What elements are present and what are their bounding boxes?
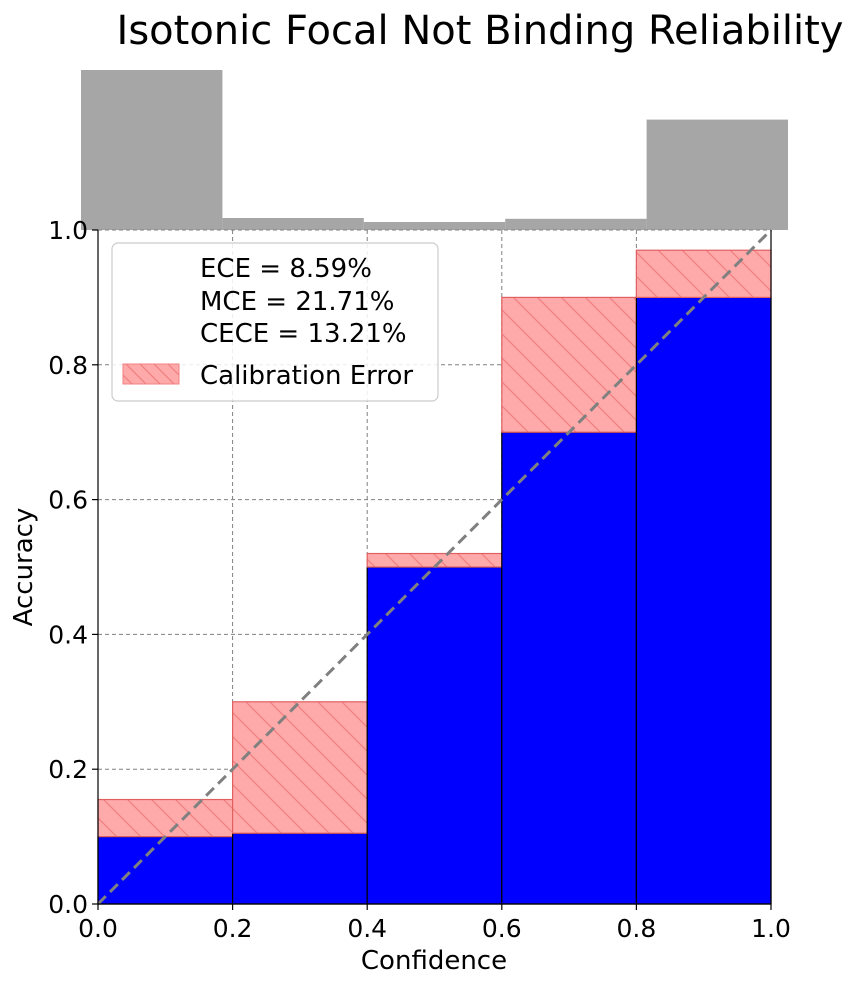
axes — [97, 230, 772, 905]
x-tick-label-0: 0.0 — [78, 914, 118, 943]
histogram-bar-0 — [81, 70, 223, 230]
accuracy-bar-1 — [232, 832, 368, 905]
legend-swatch — [122, 363, 180, 385]
perfect-calibration-line — [96, 228, 773, 906]
legend-mce: MCE = 21.71% — [200, 287, 394, 317]
x-axis-label: Confidence — [361, 946, 507, 976]
accuracy-bar-2 — [366, 566, 503, 905]
x-tick-label-5: 1.0 — [751, 914, 791, 943]
gap-bar-3 — [501, 296, 637, 433]
x-tick-label-3: 0.6 — [482, 914, 522, 943]
x-tick-label-1: 0.2 — [213, 914, 253, 943]
y-tick-label-4: 0.8 — [48, 351, 88, 380]
legend-calibration-error: Calibration Error — [200, 361, 413, 391]
histogram-bar-3 — [505, 218, 647, 230]
accuracy-bar-3 — [501, 431, 637, 905]
accuracy-bar-0 — [97, 835, 234, 905]
accuracy-bar-4 — [635, 296, 772, 905]
y-tick-label-3: 0.6 — [48, 486, 88, 515]
legend-cece: CECE = 13.21% — [200, 319, 407, 349]
x-tick-label-4: 0.8 — [617, 914, 657, 943]
chart-title: Isotonic Focal Not Binding Reliability — [117, 8, 844, 54]
gap-bar-4 — [635, 249, 772, 299]
legend-box — [111, 242, 439, 402]
y-axis-label: Accuracy — [9, 508, 39, 627]
gap-bar-1 — [232, 701, 368, 834]
legend: ECE = 8.59% MCE = 21.71% CECE = 13.21% C… — [111, 242, 439, 402]
legend-ece: ECE = 8.59% — [200, 254, 372, 284]
accuracy-bars — [97, 249, 772, 905]
x-tick-label-2: 0.4 — [347, 914, 387, 943]
y-tick-label-5: 1.0 — [48, 216, 88, 245]
confidence-histogram — [81, 70, 788, 230]
tick-labels: 0.0 0.2 0.4 0.6 0.8 1.0 0.0 0.2 0.4 0.6 0.8 1.0 — [48, 216, 791, 943]
y-tick-label-0: 0.0 — [48, 890, 88, 919]
y-tick-label-2: 0.4 — [48, 620, 88, 649]
histogram-bar-2 — [363, 222, 506, 230]
histogram-bar-4 — [646, 119, 788, 230]
diagonal-line — [96, 228, 773, 906]
histogram-bar-1 — [222, 218, 364, 230]
gap-bar-0 — [97, 798, 234, 838]
y-tick-label-1: 0.2 — [48, 755, 88, 784]
